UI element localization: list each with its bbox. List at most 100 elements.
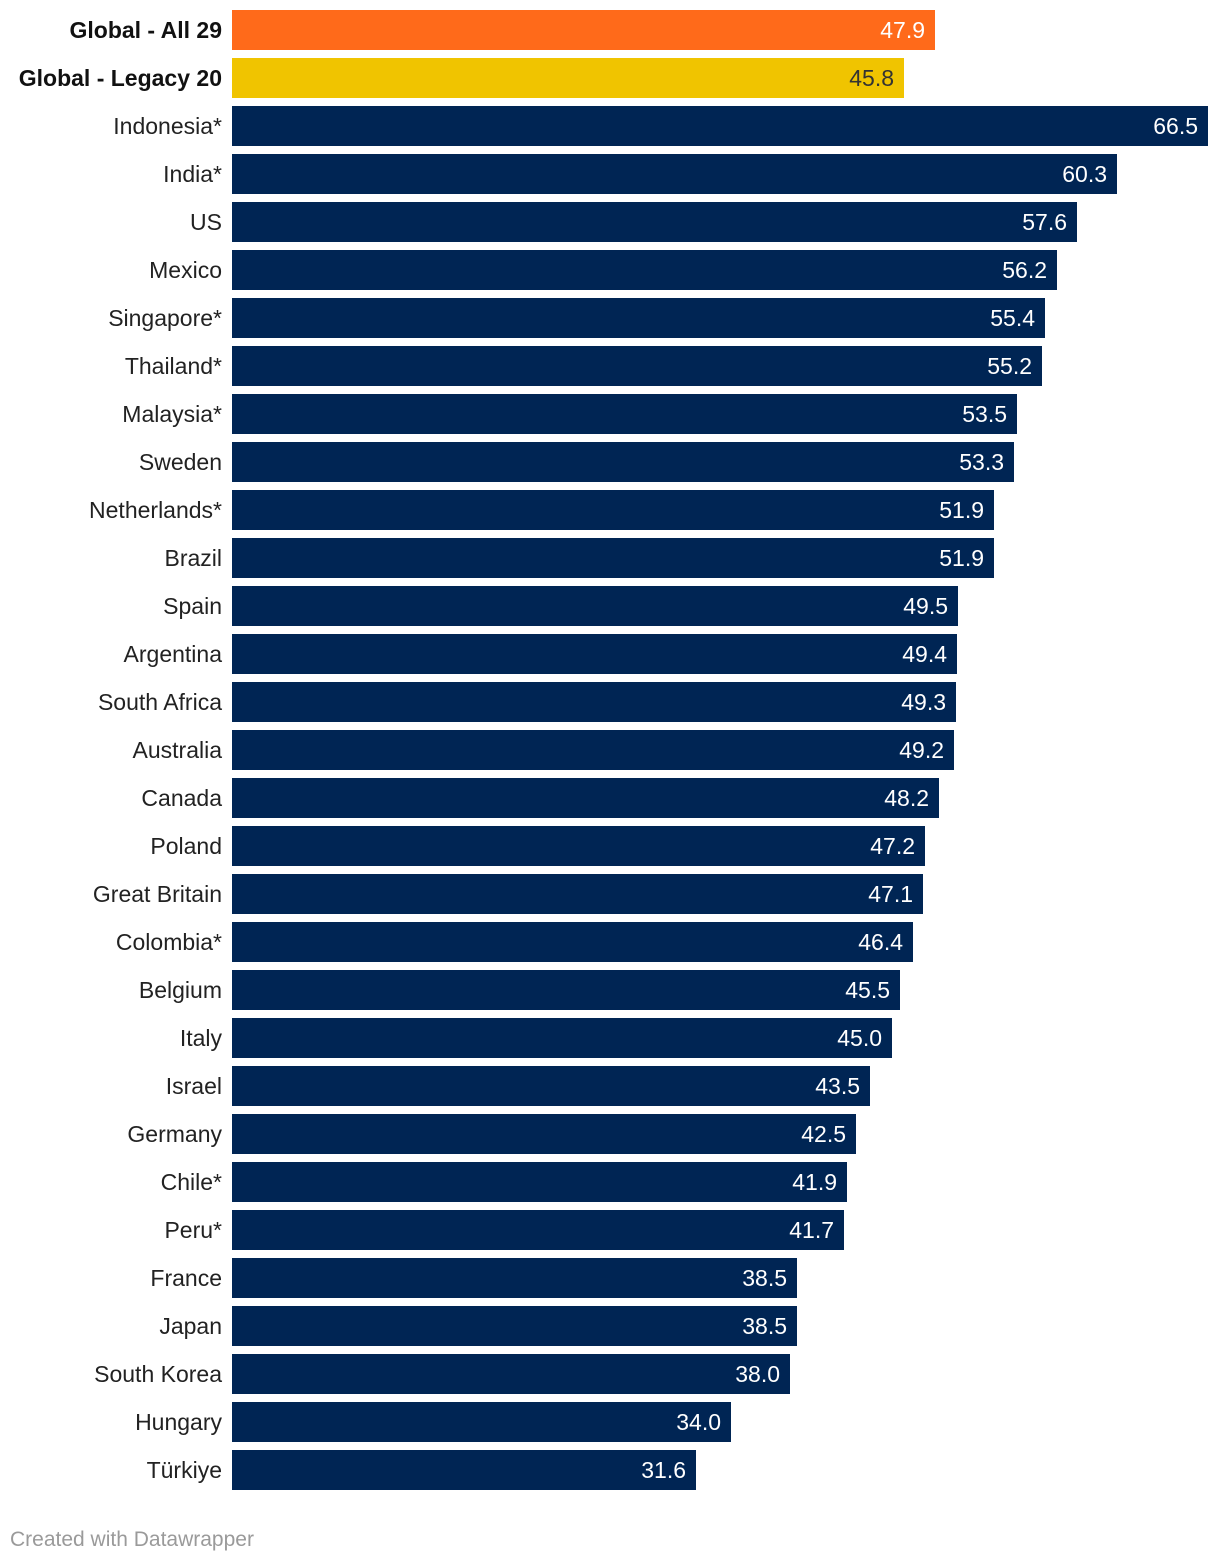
bar-row: Thailand* 55.2 [0, 346, 1220, 386]
category-label: Global - All 29 [69, 17, 222, 43]
category-label: Malaysia* [122, 401, 222, 427]
bar-row: Argentina 49.4 [0, 634, 1220, 674]
bar-row: South Africa 49.3 [0, 682, 1220, 722]
bar-row: Chile* 41.9 [0, 1162, 1220, 1202]
value-label: 45.8 [849, 65, 894, 91]
bar: 38.5 [232, 1258, 797, 1298]
category-label: Germany [127, 1121, 222, 1147]
value-label: 60.3 [1062, 161, 1107, 187]
value-label: 41.9 [792, 1169, 837, 1195]
value-label: 47.2 [870, 833, 915, 859]
value-label: 49.3 [901, 689, 946, 715]
bar: 49.4 [232, 634, 957, 674]
category-label: Singapore* [108, 305, 222, 331]
value-label: 34.0 [676, 1409, 721, 1435]
value-label: 55.4 [990, 305, 1035, 331]
category-label: Türkiye [146, 1457, 222, 1483]
value-label: 53.3 [959, 449, 1004, 475]
bar: 47.2 [232, 826, 925, 866]
bar-row: Germany 42.5 [0, 1114, 1220, 1154]
bar-row: South Korea 38.0 [0, 1354, 1220, 1394]
category-label: Peru* [164, 1217, 222, 1243]
category-label: Belgium [138, 977, 222, 1003]
category-label: Hungary [135, 1409, 222, 1435]
bar: 53.5 [232, 394, 1017, 434]
value-label: 53.5 [962, 401, 1007, 427]
bar: 51.9 [232, 538, 994, 578]
bar-row: France 38.5 [0, 1258, 1220, 1298]
bar-row: Israel 43.5 [0, 1066, 1220, 1106]
category-label: Israel [165, 1073, 222, 1099]
category-label: Argentina [123, 641, 222, 667]
bar-row: Colombia* 46.4 [0, 922, 1220, 962]
value-label: 38.0 [735, 1361, 780, 1387]
bar-row: Türkiye 31.6 [0, 1450, 1220, 1490]
bar: 41.9 [232, 1162, 847, 1202]
bar-row: Australia 49.2 [0, 730, 1220, 770]
bar-row: Global - All 29 47.9 [0, 10, 1220, 50]
bar: 57.6 [232, 202, 1077, 242]
bar-row: Sweden 53.3 [0, 442, 1220, 482]
bar-row: Great Britain 47.1 [0, 874, 1220, 914]
category-label: Global - Legacy 20 [18, 65, 222, 91]
bar-row: Spain 49.5 [0, 586, 1220, 626]
category-label: Sweden [138, 449, 222, 475]
bar: 31.6 [232, 1450, 696, 1490]
bar-row: Malaysia* 53.5 [0, 394, 1220, 434]
value-label: 56.2 [1002, 257, 1047, 283]
bar-row: Poland 47.2 [0, 826, 1220, 866]
bar: 45.0 [232, 1018, 892, 1058]
bar: 56.2 [232, 250, 1057, 290]
category-label: Spain [163, 593, 222, 619]
value-label: 43.5 [815, 1073, 860, 1099]
bar: 38.5 [232, 1306, 797, 1346]
value-label: 57.6 [1022, 209, 1067, 235]
bar-row: Belgium 45.5 [0, 970, 1220, 1010]
category-label: France [150, 1265, 222, 1291]
value-label: 47.9 [880, 17, 925, 43]
value-label: 51.9 [939, 497, 984, 523]
bar: 47.9 [232, 10, 935, 50]
value-label: 31.6 [641, 1457, 686, 1483]
category-label: Brazil [164, 545, 222, 571]
bar-row: Indonesia* 66.5 [0, 106, 1220, 146]
bar: 66.5 [232, 106, 1208, 146]
category-label: South Africa [97, 689, 222, 715]
category-label: Canada [141, 785, 222, 811]
bar: 55.4 [232, 298, 1045, 338]
category-label: Poland [150, 833, 222, 859]
bar-row: Brazil 51.9 [0, 538, 1220, 578]
bar-row: US 57.6 [0, 202, 1220, 242]
value-label: 38.5 [742, 1265, 787, 1291]
bar: 45.5 [232, 970, 900, 1010]
category-label: Thailand* [124, 353, 222, 379]
bar: 41.7 [232, 1210, 844, 1250]
category-label: Italy [179, 1025, 222, 1051]
value-label: 45.5 [845, 977, 890, 1003]
category-label: Indonesia* [113, 113, 222, 139]
bar: 53.3 [232, 442, 1014, 482]
value-label: 38.5 [742, 1313, 787, 1339]
category-label: Mexico [149, 257, 222, 283]
bar-row: Mexico 56.2 [0, 250, 1220, 290]
bar: 49.5 [232, 586, 958, 626]
bar: 48.2 [232, 778, 939, 818]
value-label: 45.0 [837, 1025, 882, 1051]
category-label: India* [163, 161, 222, 187]
bar: 49.2 [232, 730, 954, 770]
category-label: Japan [159, 1313, 222, 1339]
value-label: 46.4 [858, 929, 903, 955]
bar: 46.4 [232, 922, 913, 962]
bar: 55.2 [232, 346, 1042, 386]
bar-row: Netherlands* 51.9 [0, 490, 1220, 530]
bar-row: India* 60.3 [0, 154, 1220, 194]
datawrapper-credit: Created with Datawrapper [10, 1528, 254, 1551]
value-label: 49.4 [902, 641, 947, 667]
category-label: Netherlands* [89, 497, 222, 523]
value-label: 55.2 [987, 353, 1032, 379]
bar: 42.5 [232, 1114, 856, 1154]
value-label: 51.9 [939, 545, 984, 571]
bar-row: Canada 48.2 [0, 778, 1220, 818]
bar-row: Hungary 34.0 [0, 1402, 1220, 1442]
bar: 38.0 [232, 1354, 790, 1394]
